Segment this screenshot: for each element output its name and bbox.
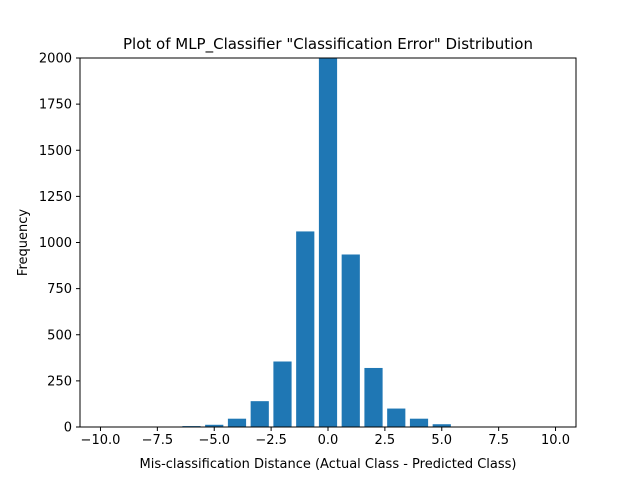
- y-tick-label: 1250: [39, 190, 72, 205]
- x-tick-label: 7.5: [488, 433, 509, 448]
- y-tick-label: 2000: [39, 52, 72, 67]
- bar: [341, 254, 360, 427]
- bar: [250, 401, 269, 427]
- y-axis-ticks: 0 250 500 750 1000 1250 1500 1750 2000: [39, 52, 80, 436]
- bar: [364, 367, 383, 427]
- x-tick-label: −7.5: [142, 433, 174, 448]
- x-tick-label: −10.0: [81, 433, 121, 448]
- x-axis-ticks: −10.0 −7.5 −5.0 −2.5 0.0 2.5 5.0 7.5 10.0: [81, 427, 570, 448]
- y-tick-label: 250: [47, 374, 72, 389]
- x-tick-label: 5.0: [431, 433, 452, 448]
- bar: [227, 418, 247, 427]
- bar: [205, 424, 224, 427]
- bars-group: [182, 58, 451, 427]
- bar: [273, 361, 292, 427]
- y-tick-label: 1750: [39, 98, 72, 113]
- bar: [409, 418, 429, 427]
- plot-frame: [79, 57, 577, 428]
- bar: [387, 408, 406, 427]
- y-tick-label: 1500: [39, 144, 72, 159]
- x-axis-label: Mis-classification Distance (Actual Clas…: [139, 457, 516, 472]
- y-tick-label: 500: [47, 328, 72, 343]
- y-tick-label: 0: [64, 421, 72, 436]
- bar: [318, 58, 338, 427]
- x-tick-label: −2.5: [255, 433, 287, 448]
- y-axis-label: Frequency: [16, 209, 31, 276]
- y-tick-label: 750: [47, 282, 72, 297]
- chart-title: Plot of MLP_Classifier "Classification E…: [123, 35, 533, 54]
- x-tick-label: 2.5: [375, 433, 396, 448]
- bar: [296, 231, 315, 427]
- x-tick-label: 0.0: [318, 433, 339, 448]
- x-tick-label: −5.0: [198, 433, 230, 448]
- x-tick-label: 10.0: [541, 433, 570, 448]
- y-tick-label: 1000: [39, 236, 72, 251]
- bar: [432, 424, 451, 427]
